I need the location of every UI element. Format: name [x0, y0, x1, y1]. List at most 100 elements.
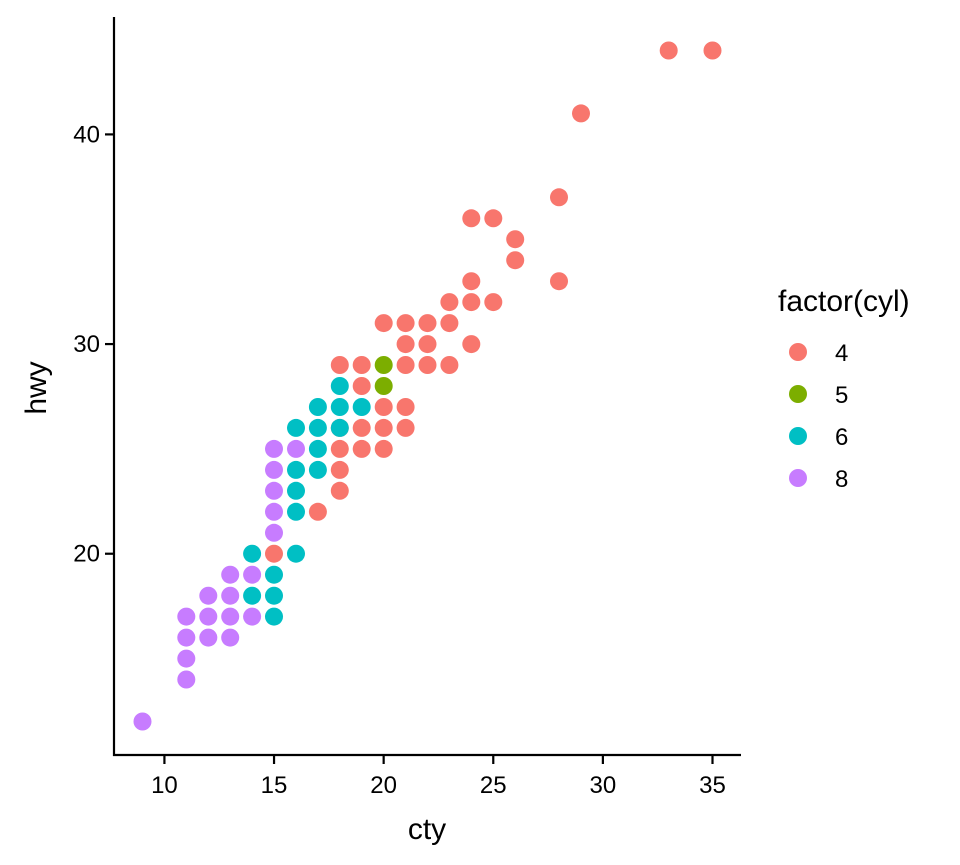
axes-layer: [112, 17, 741, 757]
point-cyl-8-9: [221, 586, 240, 605]
point-cyl-4-27: [396, 398, 415, 416]
point-cyl-6-1: [352, 398, 371, 416]
x-tick-label-2: 20: [370, 772, 397, 799]
point-cyl-8-8: [199, 586, 218, 605]
point-cyl-6-0: [330, 377, 349, 395]
point-cyl-8-4: [265, 502, 283, 521]
legend-key-8: [789, 469, 807, 487]
point-cyl-6-8: [287, 460, 305, 479]
point-cyl-8-2: [265, 460, 283, 479]
point-cyl-4-34: [374, 439, 393, 458]
point-cyl-6-10: [287, 481, 305, 500]
point-cyl-8-16: [221, 628, 240, 647]
legend: factor(cyl) 4 5 6 8: [778, 285, 910, 493]
legend-key-6: [789, 427, 807, 445]
point-cyl-8-6: [221, 565, 240, 584]
point-cyl-6-6: [330, 418, 349, 437]
point-cyl-8-19: [133, 712, 152, 731]
point-cyl-4-11: [462, 293, 481, 312]
point-cyl-8-0: [265, 439, 283, 458]
point-cyl-4-24: [440, 356, 459, 374]
point-cyl-4-21: [352, 356, 371, 374]
point-cyl-4-13: [374, 314, 393, 333]
point-cyl-6-14: [265, 565, 283, 584]
legend-key-4: [789, 343, 807, 361]
point-cyl-4-29: [352, 418, 371, 437]
ticks-layer: 10 15 20 25 30 35 20 30 40: [73, 121, 726, 799]
point-cyl-8-10: [177, 607, 196, 626]
point-cyl-6-5: [308, 418, 327, 437]
point-cyl-8-12: [221, 607, 240, 626]
point-cyl-8-5: [265, 523, 283, 542]
x-tick-label-0: 10: [151, 772, 178, 799]
point-cyl-8-14: [177, 628, 196, 647]
point-cyl-4-7: [506, 251, 525, 270]
point-cyl-6-9: [308, 460, 327, 479]
point-cyl-4-33: [352, 439, 371, 458]
legend-title: factor(cyl): [778, 285, 910, 318]
point-cyl-5-1: [374, 377, 393, 395]
points-layer: [133, 41, 722, 731]
point-cyl-6-17: [265, 607, 283, 626]
legend-label-6: 6: [835, 424, 848, 451]
point-cyl-6-11: [287, 502, 305, 521]
point-cyl-6-2: [308, 398, 327, 416]
point-cyl-6-13: [243, 544, 262, 563]
point-cyl-4-3: [550, 188, 568, 207]
point-cyl-4-10: [440, 293, 459, 312]
x-tick-label-5: 35: [699, 772, 726, 799]
point-cyl-4-0: [659, 41, 678, 60]
point-cyl-8-17: [177, 649, 196, 668]
point-cyl-8-11: [199, 607, 218, 626]
point-cyl-4-18: [418, 335, 437, 354]
legend-label-5: 5: [835, 382, 848, 409]
legend-items: 4 5 6 8: [789, 340, 848, 493]
point-cyl-4-8: [462, 272, 481, 291]
x-tick-label-3: 25: [480, 772, 507, 799]
point-cyl-4-37: [308, 502, 327, 521]
point-cyl-4-12: [484, 293, 503, 312]
point-cyl-4-25: [352, 377, 371, 395]
point-cyl-4-9: [550, 272, 568, 291]
y-tick-label-1: 30: [73, 331, 100, 358]
point-cyl-5-0: [374, 356, 393, 374]
point-cyl-4-20: [330, 356, 349, 374]
point-cyl-4-4: [462, 209, 481, 228]
point-cyl-8-1: [287, 439, 305, 458]
y-axis-title: hwy: [20, 361, 53, 414]
point-cyl-8-13: [243, 607, 262, 626]
point-cyl-4-2: [572, 104, 590, 123]
point-cyl-6-4: [287, 418, 305, 437]
legend-label-8: 8: [835, 466, 848, 493]
point-cyl-4-23: [418, 356, 437, 374]
point-cyl-6-15: [243, 586, 262, 605]
point-cyl-4-19: [462, 335, 481, 354]
point-cyl-8-15: [199, 628, 218, 647]
x-tick-label-1: 15: [261, 772, 288, 799]
point-cyl-4-17: [396, 335, 415, 354]
point-cyl-6-3: [330, 398, 349, 416]
point-cyl-8-7: [243, 565, 262, 584]
point-cyl-4-38: [265, 544, 283, 563]
point-cyl-8-18: [177, 670, 196, 689]
point-cyl-4-6: [506, 230, 525, 249]
y-tick-label-0: 20: [73, 541, 100, 568]
point-cyl-4-15: [418, 314, 437, 333]
point-cyl-8-3: [265, 481, 283, 500]
point-cyl-6-12: [287, 544, 305, 563]
point-cyl-4-31: [396, 418, 415, 437]
point-cyl-6-16: [265, 586, 283, 605]
y-tick-label-2: 40: [73, 121, 100, 148]
legend-label-4: 4: [835, 340, 848, 367]
point-cyl-4-1: [703, 41, 722, 60]
point-cyl-6-7: [308, 439, 327, 458]
point-cyl-4-35: [330, 460, 349, 479]
legend-key-5: [789, 385, 807, 403]
point-cyl-4-36: [330, 481, 349, 500]
point-cyl-4-14: [396, 314, 415, 333]
point-cyl-4-26: [374, 398, 393, 416]
point-cyl-4-32: [330, 439, 349, 458]
x-tick-label-4: 30: [590, 772, 617, 799]
point-cyl-4-5: [484, 209, 503, 228]
